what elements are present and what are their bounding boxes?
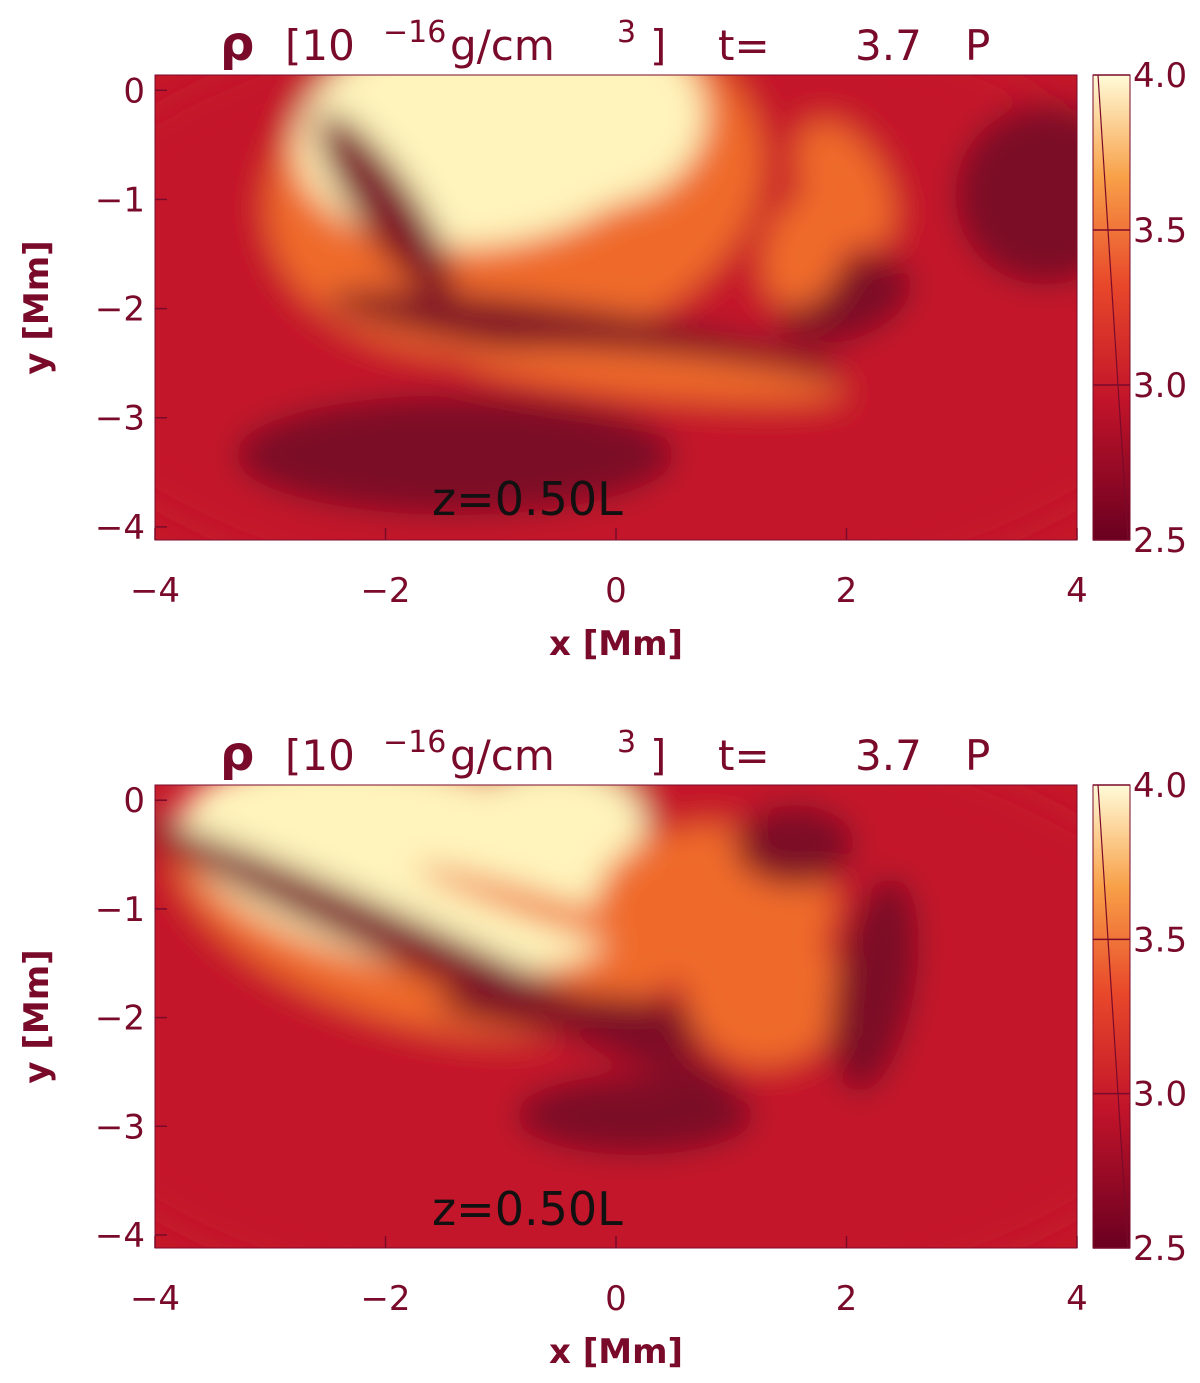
y-tick-label: −2 <box>95 290 145 330</box>
title-part: t= <box>718 731 770 780</box>
colorbar-tick-label: 4.0 <box>1133 56 1187 96</box>
field-feature <box>955 105 1077 285</box>
y-tick-label: 0 <box>123 781 145 821</box>
colorbar-tick-label: 2.5 <box>1133 521 1187 561</box>
field-feature <box>465 785 645 885</box>
chart-title: ρ [10 −16g/cm 3] t= 3.7 P <box>220 725 990 782</box>
colorbar-tick-label: 3.5 <box>1133 920 1187 960</box>
y-tick-label: −1 <box>95 890 145 930</box>
colorbar-tick-label: 3.5 <box>1133 211 1187 251</box>
x-tick-label: 4 <box>1066 571 1088 611</box>
field-feature <box>735 805 855 885</box>
y-tick-label: −4 <box>95 1216 145 1256</box>
x-tick-label: 0 <box>605 1279 627 1319</box>
colorbar-tick-label: 3.0 <box>1133 366 1187 406</box>
field-feature <box>795 121 895 249</box>
y-tick-label: −1 <box>95 180 145 220</box>
title-part: P <box>965 21 990 70</box>
title-part: t= <box>718 21 770 70</box>
field-feature <box>465 347 845 403</box>
x-tick-label: 2 <box>836 571 858 611</box>
title-part: g/cm <box>450 21 555 70</box>
title-part: P <box>965 731 990 780</box>
field-blur <box>155 785 1077 1248</box>
field-feature <box>327 290 843 380</box>
title-part: 3 <box>617 725 636 760</box>
x-tick-label: −4 <box>130 1279 180 1319</box>
field-blur <box>155 75 1077 540</box>
title-part: g/cm <box>450 731 555 780</box>
colorbar-curve <box>1097 74 1129 541</box>
chart-title: ρ [10 −16g/cm 3] t= 3.7 P <box>220 15 990 72</box>
title-part: ρ <box>220 726 254 782</box>
field-feature <box>515 1075 755 1155</box>
title-part: 3 <box>617 15 636 50</box>
colorbar <box>1092 74 1131 541</box>
x-tick-label: −2 <box>360 1279 410 1319</box>
title-part: −16 <box>383 725 446 760</box>
field-feature <box>831 876 919 1094</box>
title-part: ρ <box>220 16 254 72</box>
title-part: 3.7 <box>855 21 922 70</box>
annotation: z=0.50L <box>432 1182 623 1236</box>
field-feature <box>415 865 835 1005</box>
title-part: [10 <box>285 21 355 70</box>
field-feature <box>185 785 365 860</box>
y-tick-label: −3 <box>95 399 145 439</box>
colorbar <box>1092 784 1131 1249</box>
title-part: ] <box>650 21 666 70</box>
y-tick-label: 0 <box>123 71 145 111</box>
y-axis-label: y [Mm] <box>17 949 57 1083</box>
colorbar-tick-label: 2.5 <box>1133 1229 1187 1269</box>
colorbar-tick-label: 4.0 <box>1133 766 1187 806</box>
y-tick-label: −2 <box>95 999 145 1039</box>
x-tick-label: 2 <box>836 1279 858 1319</box>
density-field <box>155 785 1077 1248</box>
field-feature <box>485 75 705 205</box>
title-part: 3.7 <box>855 731 922 780</box>
density-field <box>155 75 1077 540</box>
title-part: [10 <box>285 731 355 780</box>
x-tick-label: 4 <box>1066 1279 1088 1319</box>
y-tick-label: −4 <box>95 508 145 548</box>
annotation: z=0.50L <box>432 472 623 526</box>
colorbar-tick-label: 3.0 <box>1133 1075 1187 1115</box>
title-part: −16 <box>383 15 446 50</box>
field-feature <box>317 113 453 297</box>
x-axis-label: x [Mm] <box>549 624 683 664</box>
field-feature <box>235 395 675 515</box>
title-part: ] <box>650 731 666 780</box>
y-axis-label: y [Mm] <box>17 240 57 374</box>
x-tick-label: −4 <box>130 571 180 611</box>
colorbar-curve <box>1097 784 1129 1249</box>
x-tick-label: 0 <box>605 571 627 611</box>
x-axis-label: x [Mm] <box>549 1332 683 1372</box>
x-tick-label: −2 <box>360 571 410 611</box>
y-tick-label: −3 <box>95 1107 145 1147</box>
